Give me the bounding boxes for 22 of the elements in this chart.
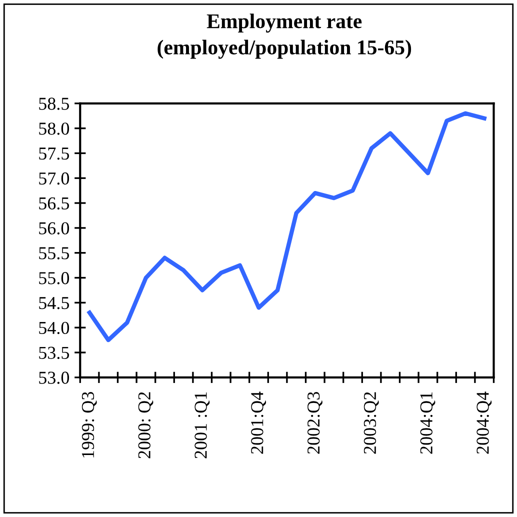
y-tick-label: 57.5	[39, 148, 70, 160]
x-tick-label: 1999: Q3	[82, 392, 97, 458]
y-tick-label: 57.0	[39, 172, 70, 185]
y-tick-label: 55.0	[39, 272, 70, 284]
line-series	[87, 111, 486, 342]
y-tick-label: 55.5	[39, 247, 70, 260]
y-tick-label: 54.5	[39, 297, 70, 310]
y-tick-label: 53.0	[39, 372, 70, 384]
x-tick-label: 2004:Q1	[420, 392, 436, 454]
y-tick-label: 56.5	[39, 197, 70, 210]
y-tick-label: 56.0	[39, 222, 70, 234]
y-tick-label: 53.5	[39, 346, 70, 360]
y-tick-label: 58.0	[39, 122, 70, 135]
x-tick-label: 2000: Q2	[138, 392, 154, 458]
x-tick-label: 2004:Q4	[476, 392, 492, 454]
chart-title: Employment rate (employed/population 15-65)	[158, 14, 412, 59]
y-tick-label: 54.0	[39, 322, 70, 334]
y-tick-label: 58.5	[39, 98, 70, 110]
x-tick-label: 2002:Q3	[307, 392, 322, 454]
x-tick-label: 2003:Q2	[364, 392, 379, 454]
x-tick-label: 2001 :Q1	[194, 392, 210, 458]
x-tick-label: 2001:Q4	[251, 392, 266, 454]
